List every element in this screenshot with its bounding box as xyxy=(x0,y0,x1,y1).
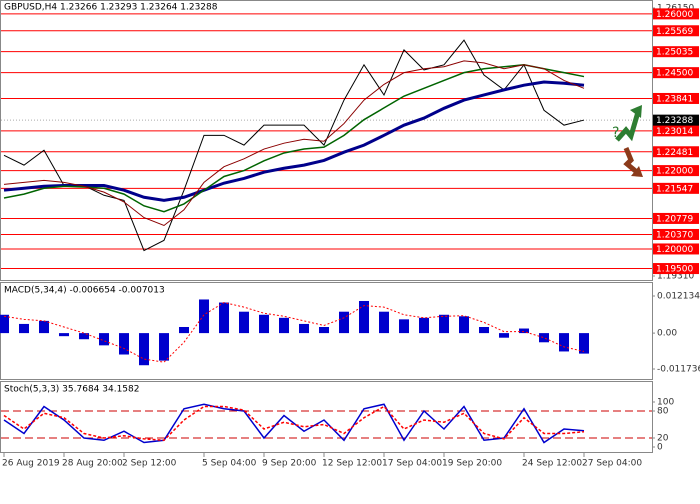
histogram-bar xyxy=(119,333,129,355)
histogram-bar xyxy=(299,323,309,334)
y-tick-label: -0.011736 xyxy=(657,365,700,375)
histogram-bar xyxy=(99,333,109,346)
stoch-title: Stoch(5,3,3) 35.7684 34.1582 xyxy=(4,385,139,395)
histogram-bar xyxy=(239,311,249,334)
current-price-label: 1.23288 xyxy=(656,116,693,126)
level-label-box xyxy=(653,182,699,194)
up-arrow xyxy=(615,111,641,142)
level-label-box xyxy=(653,212,699,224)
histogram-bar xyxy=(279,317,289,334)
x-tick-label: 24 Sep 12:00 xyxy=(522,459,582,469)
histogram-bar xyxy=(479,326,489,334)
x-tick-label: 26 Aug 2019 xyxy=(2,459,60,469)
main-title: GBPUSD,H4 1.23266 1.23293 1.23264 1.2328… xyxy=(4,3,218,13)
histogram-bar xyxy=(459,316,469,334)
histogram-bar xyxy=(159,333,169,361)
y-tick-label: 0 xyxy=(657,443,663,453)
down-arrow xyxy=(623,147,640,175)
level-label: 1.25035 xyxy=(656,48,693,58)
histogram-bar xyxy=(19,323,29,334)
level-label-box xyxy=(653,228,699,240)
level-label-box xyxy=(653,165,699,177)
histogram-bar xyxy=(259,314,269,334)
histogram-bar xyxy=(499,333,509,338)
level-label-box xyxy=(653,243,699,255)
level-label: 1.20779 xyxy=(656,214,693,224)
histogram-bar xyxy=(79,333,89,340)
series-line xyxy=(3,405,585,442)
series-line xyxy=(3,39,585,252)
y-tick-label: 20 xyxy=(657,434,669,444)
level-label: 1.21547 xyxy=(656,184,693,194)
series-line xyxy=(3,403,585,444)
histogram-bar xyxy=(559,333,569,352)
main-panel xyxy=(0,0,653,281)
histogram-bar xyxy=(419,317,429,334)
level-label: 1.19500 xyxy=(656,265,693,275)
histogram-bar xyxy=(399,319,409,334)
histogram-bar xyxy=(379,311,389,334)
level-label: 1.25569 xyxy=(656,27,693,37)
histogram-bar xyxy=(519,328,529,334)
up-arrow-head xyxy=(630,105,642,118)
marks: 1.261501.193101.260001.255691.250351.245… xyxy=(0,4,700,469)
series-line xyxy=(3,301,585,363)
macd-title: MACD(5,34,4) -0.006654 -0.007013 xyxy=(4,286,165,296)
question-mark: ? xyxy=(612,125,619,141)
level-label-box xyxy=(653,92,699,104)
forecast-arrows: ? xyxy=(612,105,643,177)
histogram-bar xyxy=(439,314,449,334)
x-tick-label: 5 Sep 04:00 xyxy=(202,459,257,469)
level-label-box xyxy=(653,263,699,275)
level-label: 1.22000 xyxy=(656,167,693,177)
x-tick-label: 9 Sep 20:00 xyxy=(262,459,317,469)
histogram-bar xyxy=(219,302,229,334)
level-label-box xyxy=(653,67,699,79)
x-tick-label: 27 Sep 04:00 xyxy=(582,459,642,469)
histogram-bar xyxy=(339,311,349,334)
histogram-bar xyxy=(179,326,189,334)
series-line xyxy=(3,80,585,202)
y-tick-label: 0.012134 xyxy=(657,292,700,302)
level-label: 1.20000 xyxy=(656,245,693,255)
level-label: 1.24500 xyxy=(656,69,693,79)
level-label-box xyxy=(653,8,699,20)
x-tick-label: 17 Sep 04:00 xyxy=(382,459,442,469)
level-label: 1.22481 xyxy=(656,148,693,158)
stoch-panel xyxy=(0,381,653,453)
series-line xyxy=(3,64,585,213)
level-label: 1.23014 xyxy=(656,127,693,137)
y-tick-label: 1.19310 xyxy=(657,272,694,282)
level-label-box xyxy=(653,146,699,158)
histogram-bar xyxy=(39,320,49,334)
y-tick-label: 0.00 xyxy=(657,329,677,339)
histogram-bar xyxy=(579,333,589,354)
histogram-bar xyxy=(359,300,369,334)
level-label: 1.23841 xyxy=(656,94,693,104)
level-label-box xyxy=(653,25,699,37)
down-arrow-head xyxy=(631,166,643,177)
level-label: 1.26000 xyxy=(656,10,693,20)
histogram-bar xyxy=(139,333,149,366)
level-label-box xyxy=(653,46,699,58)
series-line xyxy=(3,60,585,227)
histogram-bar xyxy=(319,326,329,334)
y-tick-label: 100 xyxy=(657,398,674,408)
histogram-bar xyxy=(59,333,69,337)
x-tick-label: 19 Sep 20:00 xyxy=(442,459,502,469)
x-tick-label: 12 Sep 12:00 xyxy=(322,459,382,469)
level-label: 1.20370 xyxy=(656,230,693,240)
histogram-bar xyxy=(539,333,549,343)
x-tick-label: 2 Sep 12:00 xyxy=(122,459,177,469)
histogram-bar xyxy=(0,314,9,334)
level-label-box xyxy=(653,125,699,137)
histogram-bar xyxy=(199,299,209,334)
y-tick-label: 80 xyxy=(657,407,669,417)
current-price-box xyxy=(653,114,699,126)
x-tick-label: 28 Aug 20:00 xyxy=(62,459,123,469)
